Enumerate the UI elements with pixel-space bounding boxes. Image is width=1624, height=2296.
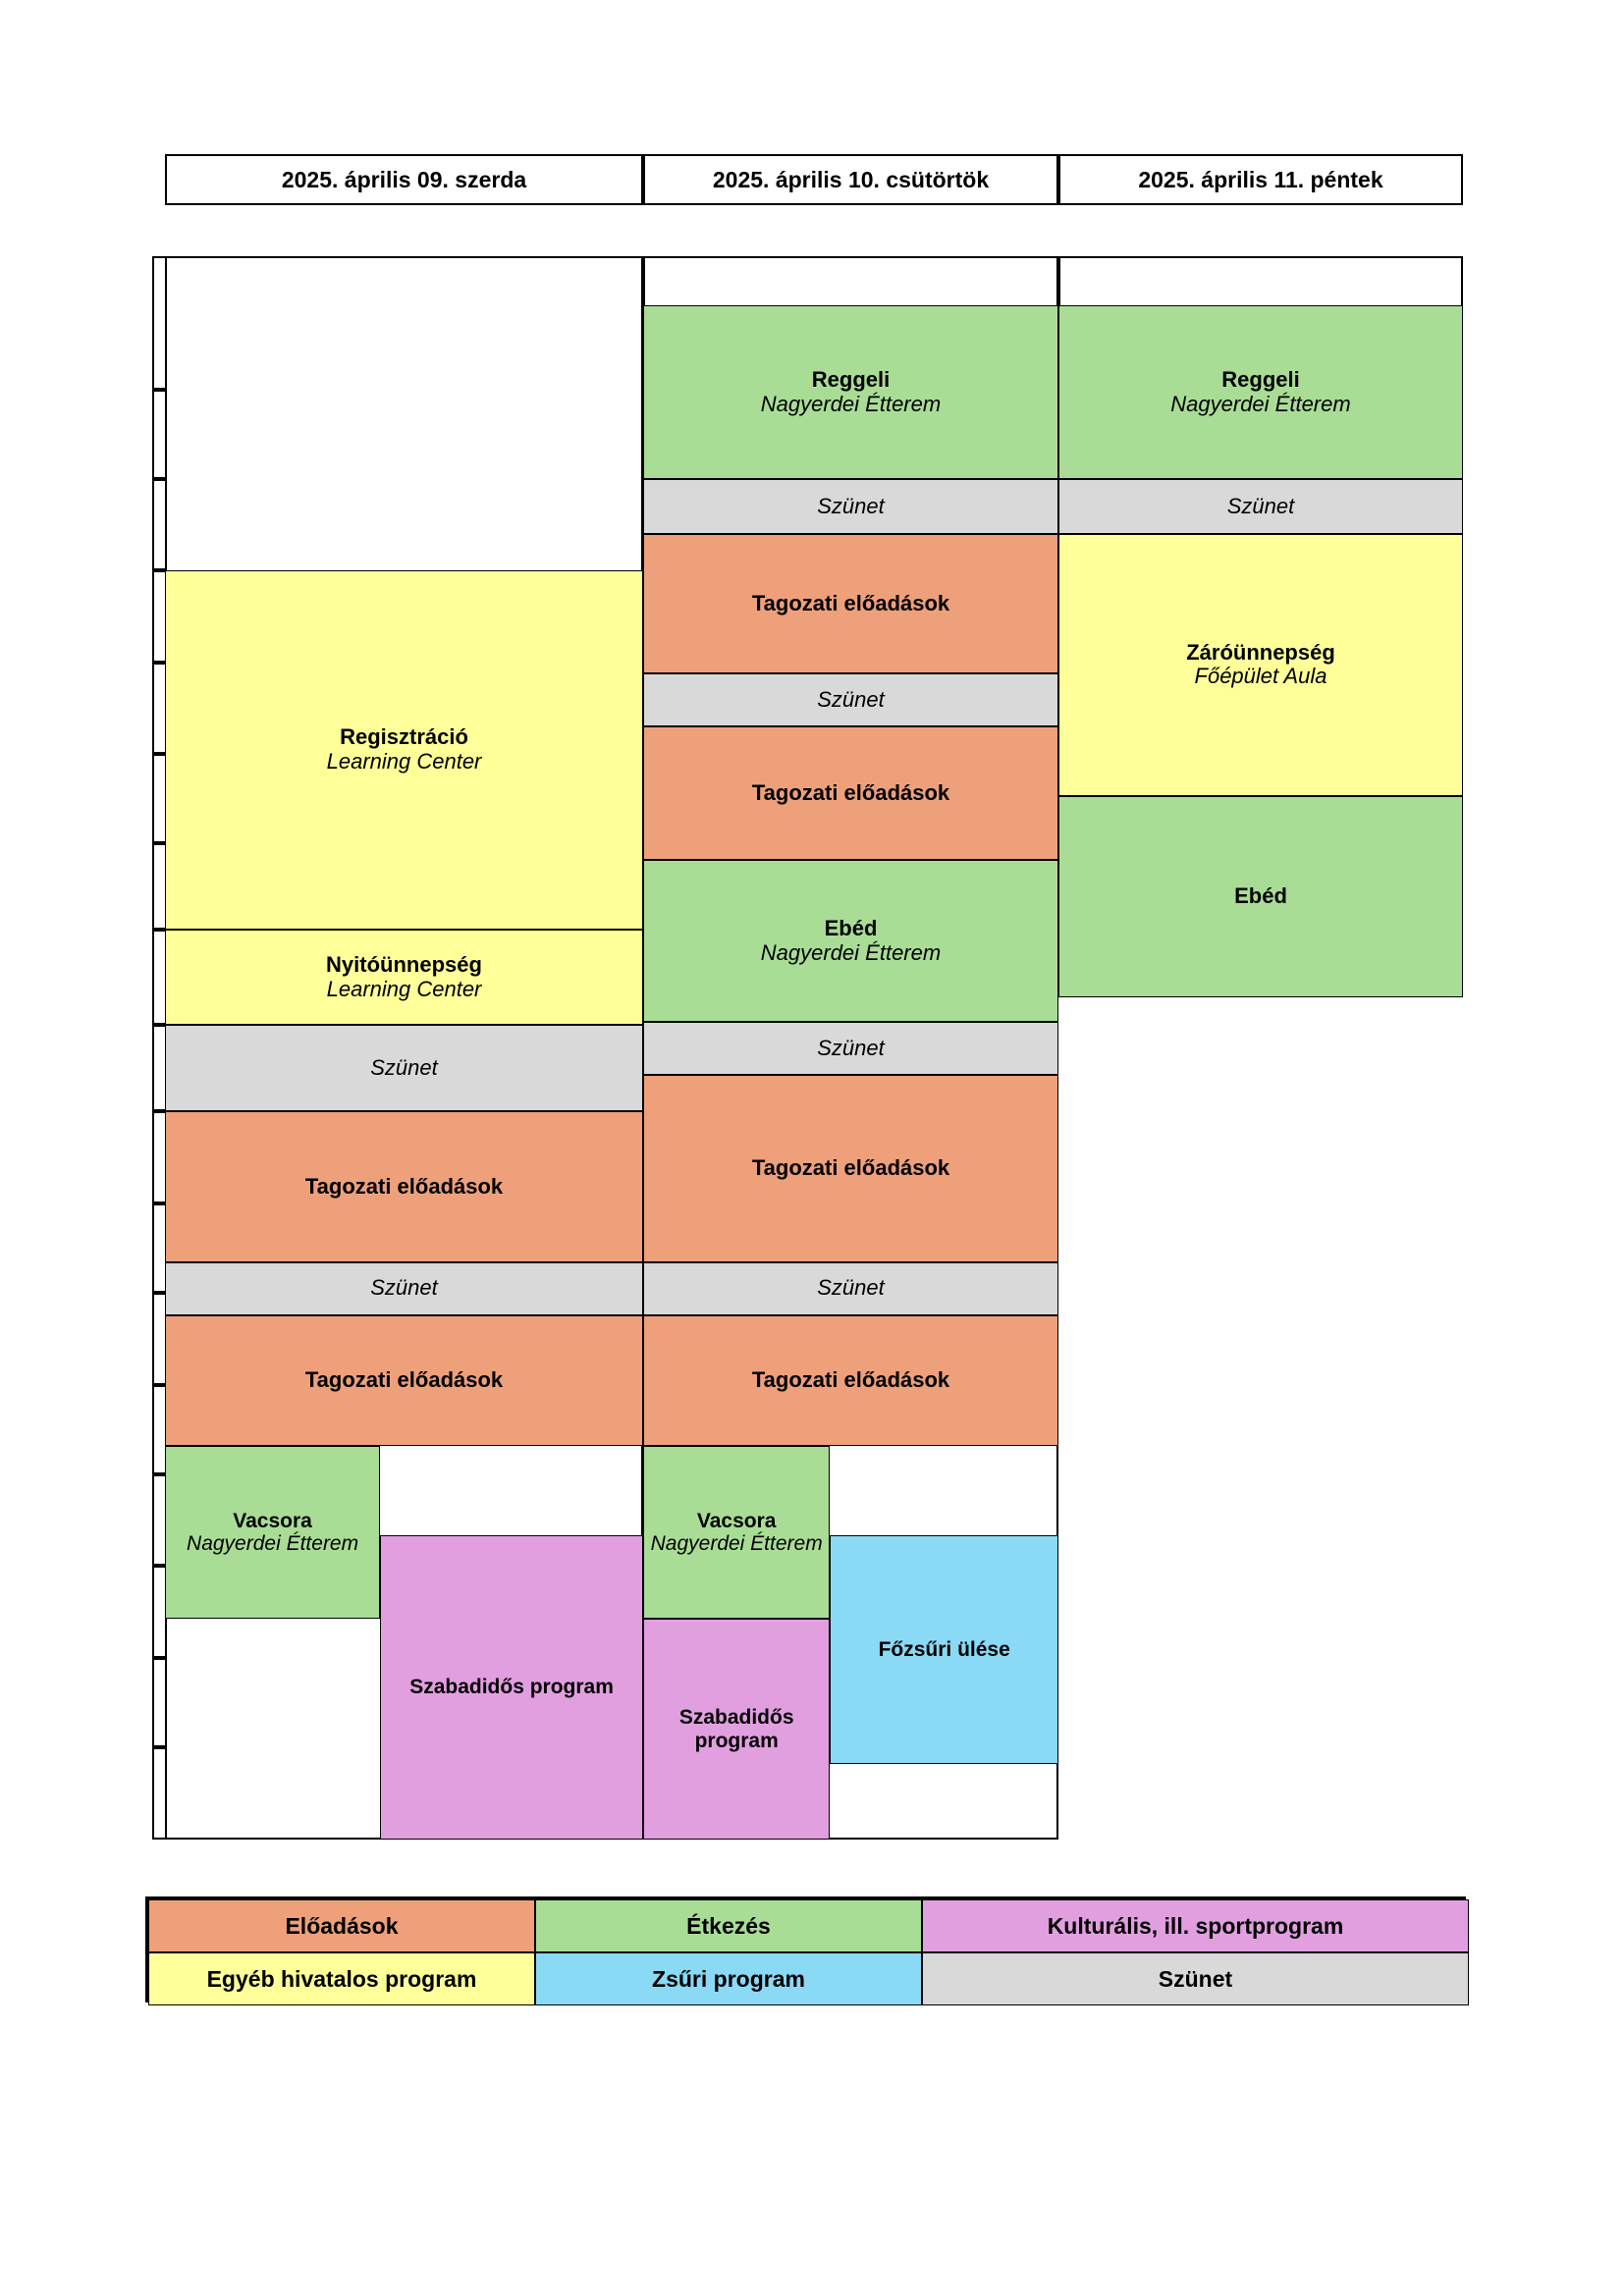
day-header-wednesday: 2025. április 09. szerda bbox=[165, 154, 643, 205]
event-location: Learning Center bbox=[326, 976, 482, 1001]
legend-label: Szünet bbox=[1158, 1965, 1233, 1992]
event-thursday-10[interactable]: Vacsora Nagyerdei Étterem bbox=[643, 1446, 831, 1620]
event-title: Szünet bbox=[817, 493, 885, 518]
event-thursday-0[interactable]: Reggeli Nagyerdei Étterem bbox=[643, 304, 1058, 480]
legend-label: Előadások bbox=[285, 1912, 399, 1939]
legend-label: Egyéb hivatalos program bbox=[206, 1965, 477, 1992]
event-location: Learning Center bbox=[326, 749, 482, 774]
event-title: Záróünnepség bbox=[1186, 639, 1335, 665]
legend-item-official: Egyéb hivatalos program bbox=[148, 1952, 535, 2005]
event-wednesday-5[interactable]: Tagozati előadások bbox=[165, 1314, 643, 1447]
event-title: Szabadidős program bbox=[678, 1706, 794, 1752]
event-title: Szünet bbox=[1226, 493, 1295, 518]
day-header-friday: 2025. április 11. péntek bbox=[1058, 154, 1463, 205]
day-header-thursday: 2025. április 10. csütörtök bbox=[643, 154, 1058, 205]
event-title: Szabadidős program bbox=[409, 1676, 614, 1699]
event-thursday-7[interactable]: Tagozati előadások bbox=[643, 1075, 1058, 1262]
legend-label: Étkezés bbox=[686, 1912, 771, 1939]
event-wednesday-2[interactable]: Szünet bbox=[165, 1025, 643, 1112]
event-location: Nagyerdei Étterem bbox=[1170, 391, 1351, 416]
event-thursday-4[interactable]: Tagozati előadások bbox=[643, 725, 1058, 861]
legend-item-meals: Étkezés bbox=[535, 1899, 922, 1952]
event-thursday-11[interactable]: Szabadidős program bbox=[643, 1619, 831, 1840]
event-wednesday-7[interactable]: Szabadidős program bbox=[380, 1535, 643, 1840]
event-thursday-3[interactable]: Szünet bbox=[643, 672, 1058, 726]
legend-label: Zsűri program bbox=[652, 1965, 805, 1992]
event-title: Tagozati előadások bbox=[304, 1367, 504, 1393]
legend: Előadások Étkezés Kulturális, ill. sportpr… bbox=[145, 1896, 1469, 2005]
event-wednesday-6[interactable]: Vacsora Nagyerdei Étterem bbox=[165, 1446, 381, 1620]
event-title: Szünet bbox=[817, 1035, 885, 1060]
event-friday-3[interactable]: Ebéd bbox=[1058, 795, 1463, 997]
event-title: Tagozati előadások bbox=[304, 1173, 504, 1199]
event-thursday-2[interactable]: Tagozati előadások bbox=[643, 533, 1058, 673]
event-location: Főépület Aula bbox=[1194, 664, 1327, 689]
event-friday-0[interactable]: Reggeli Nagyerdei Étterem bbox=[1058, 304, 1463, 480]
event-location: Nagyerdei Étterem bbox=[187, 1532, 359, 1556]
event-title: Szünet bbox=[817, 1275, 885, 1301]
legend-item-break: Szünet bbox=[922, 1952, 1469, 2005]
event-title: Tagozati előadások bbox=[751, 590, 950, 615]
legend-item-jury: Zsűri program bbox=[535, 1952, 922, 2005]
event-wednesday-4[interactable]: Szünet bbox=[165, 1261, 643, 1315]
event-title: Nyitóünnepség bbox=[326, 952, 482, 978]
event-title: Szünet bbox=[817, 686, 885, 712]
event-title: Regisztráció bbox=[340, 724, 468, 750]
event-title: Szünet bbox=[370, 1054, 438, 1080]
event-title: Reggeli bbox=[1221, 366, 1300, 392]
event-title: Tagozati előadások bbox=[751, 779, 950, 805]
event-thursday-8[interactable]: Szünet bbox=[643, 1261, 1058, 1315]
event-location: Nagyerdei Étterem bbox=[760, 939, 942, 965]
event-title: Szünet bbox=[370, 1275, 438, 1301]
event-wednesday-3[interactable]: Tagozati előadások bbox=[165, 1111, 643, 1262]
event-thursday-9[interactable]: Tagozati előadások bbox=[643, 1314, 1058, 1447]
event-title: Tagozati előadások bbox=[751, 1367, 950, 1393]
event-friday-2[interactable]: Záróünnepség Főépület Aula bbox=[1058, 533, 1463, 796]
event-title: Ebéd bbox=[1234, 882, 1287, 908]
event-thursday-5[interactable]: Ebéd Nagyerdei Étterem bbox=[643, 860, 1058, 1023]
event-title: Ebéd bbox=[824, 916, 878, 941]
event-location: Nagyerdei Étterem bbox=[650, 1532, 823, 1556]
event-wednesday-1[interactable]: Nyitóünnepség Learning Center bbox=[165, 930, 643, 1026]
event-location: Nagyerdei Étterem bbox=[760, 391, 942, 416]
event-title: Főzsűri ülése bbox=[878, 1637, 1010, 1661]
event-thursday-6[interactable]: Szünet bbox=[643, 1022, 1058, 1076]
event-title: Reggeli bbox=[811, 366, 891, 392]
legend-item-lectures: Előadások bbox=[148, 1899, 535, 1952]
event-thursday-1[interactable]: Szünet bbox=[643, 479, 1058, 534]
event-title: Tagozati előadások bbox=[751, 1155, 950, 1181]
event-wednesday-0[interactable]: Regisztráció Learning Center bbox=[165, 569, 643, 931]
legend-item-cultural: Kulturális, ill. sportprogram bbox=[922, 1899, 1469, 1952]
legend-label: Kulturális, ill. sportprogram bbox=[1047, 1912, 1344, 1939]
event-title: Vacsora bbox=[233, 1509, 312, 1532]
event-thursday-12[interactable]: Főzsűri ülése bbox=[830, 1535, 1058, 1765]
event-title: Vacsora bbox=[696, 1509, 777, 1532]
event-friday-1[interactable]: Szünet bbox=[1058, 479, 1463, 534]
